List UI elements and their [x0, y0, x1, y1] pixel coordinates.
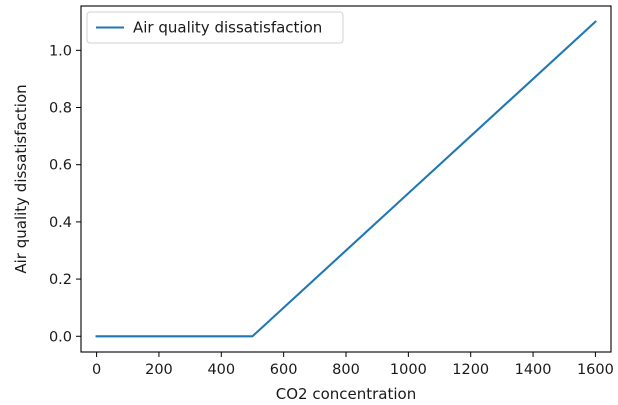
series-layer [95, 20, 597, 338]
y-axis-label: Air quality dissatisfaction [12, 84, 30, 273]
x-tick-label: 1400 [515, 362, 552, 378]
legend-label: Air quality dissatisfaction [133, 19, 322, 37]
y-tick-label: 0.0 [49, 329, 72, 345]
y-axis: 0.0 0.2 0.4 0.6 0.8 1.0 [49, 43, 81, 345]
x-tick-label: 0 [92, 362, 101, 378]
x-tick-label: 800 [332, 362, 360, 378]
x-tick-label: 600 [270, 362, 298, 378]
x-tick-label: 1000 [390, 362, 427, 378]
x-tick-label: 400 [207, 362, 235, 378]
legend-box [86, 11, 344, 44]
y-tick-label: 0.2 [49, 272, 72, 288]
series-line-0 [95, 20, 597, 338]
y-tick-label: 0.6 [49, 158, 72, 174]
x-axis-label: CO2 concentration [276, 385, 416, 403]
y-tick-label: 0.4 [49, 215, 72, 231]
y-tick-label: 1.0 [49, 43, 72, 59]
x-tick-label: 1200 [452, 362, 489, 378]
y-tick-label: 0.8 [49, 101, 72, 117]
x-axis: 0 200 400 600 800 1000 1200 1400 1600 [92, 352, 614, 378]
x-tick-label: 200 [145, 362, 173, 378]
x-tick-label: 1600 [577, 362, 614, 378]
legend: Air quality dissatisfaction [86, 11, 344, 44]
